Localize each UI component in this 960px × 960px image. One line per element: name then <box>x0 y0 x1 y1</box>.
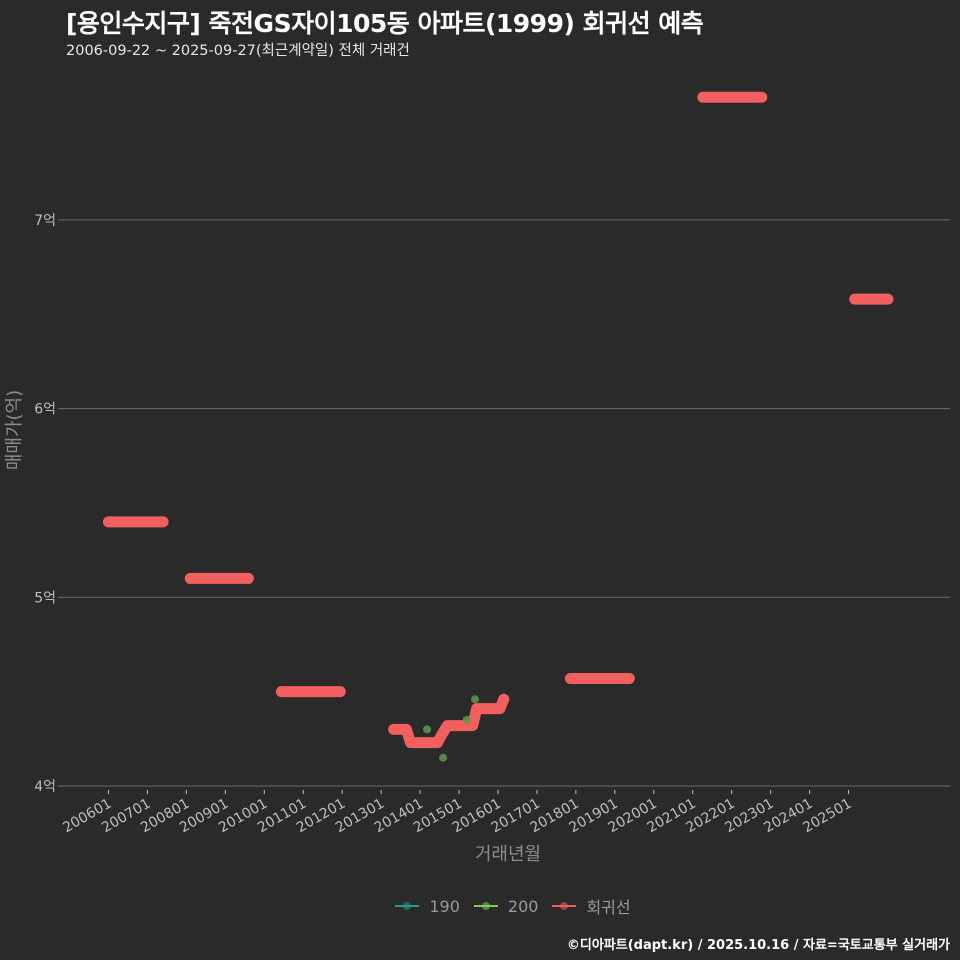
source-credit: ©디아파트(dapt.kr) / 2025.10.16 / 자료=국토교통부 실… <box>566 938 950 953</box>
y-gridlines <box>62 219 950 787</box>
y-tick-label: 4억 <box>34 779 56 795</box>
legend-key-regression-icon <box>552 896 577 916</box>
scatter-points-200 <box>423 695 480 762</box>
legend-key-200-icon <box>473 896 498 916</box>
data-point <box>439 753 448 762</box>
legend-item-200[interactable]: 200 <box>473 894 539 918</box>
legend-item-regression[interactable]: 회귀선 <box>552 894 631 918</box>
y-tick-label: 5억 <box>34 590 56 606</box>
regression-line <box>102 91 894 749</box>
y-axis-title: 매매가(억) <box>4 390 25 470</box>
legend-item-190[interactable]: 190 <box>395 894 460 918</box>
x-axis-ticks: 2006012007012008012009012010012011012012… <box>60 790 855 836</box>
legend-key-190-icon <box>395 896 420 916</box>
data-point <box>423 725 432 734</box>
legend-label: 200 <box>507 896 539 916</box>
legend-label: 190 <box>429 896 460 916</box>
chart-title: [용인수지구] 죽전GS자이105동 아파트(1999) 회귀선 예측 <box>66 9 704 38</box>
data-point <box>471 695 480 704</box>
chart-subtitle: 2006-09-22 ~ 2025-09-27(최근계약일) 전체 거래건 <box>66 43 410 59</box>
x-axis-title: 거래년월 <box>475 844 541 865</box>
y-axis-ticks: 4억 5억 6억 7억 <box>34 213 62 795</box>
y-tick-label: 6억 <box>34 402 56 418</box>
data-point <box>462 715 471 724</box>
legend-label: 회귀선 <box>586 898 631 917</box>
legend: 190 200 회귀선 <box>0 894 960 918</box>
regression-path <box>388 693 510 749</box>
y-tick-label: 7억 <box>34 213 56 229</box>
